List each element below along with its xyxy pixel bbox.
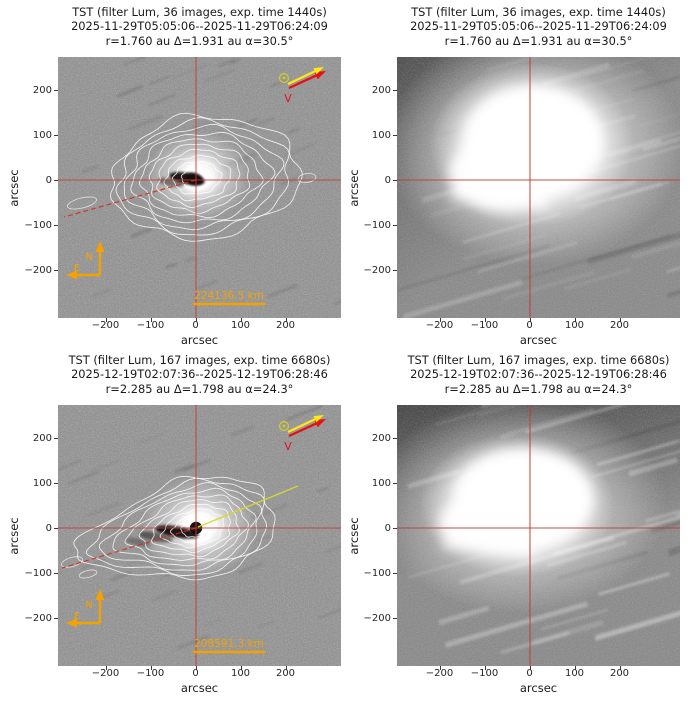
panel-top-right-plot — [397, 57, 680, 318]
scale-bar-label: 224136.5 km — [194, 290, 264, 302]
y-tick-labels: 200 100 0 −100 −200 — [345, 416, 391, 641]
x-tick-label: 100 — [230, 320, 251, 331]
x-tick-label: −100 — [136, 320, 165, 331]
compass-east-label: E — [74, 263, 80, 274]
y-tick-marks — [54, 438, 58, 620]
x-axis-label: arcsec — [180, 681, 219, 695]
y-tick-label: 0 — [45, 523, 52, 534]
x-tick-label: 200 — [275, 320, 296, 331]
panel-bottom-left-plot: N E 208591.3 km V — [58, 405, 341, 666]
x-tick-label: −100 — [470, 668, 499, 679]
y-tick-marks — [393, 90, 397, 272]
x-tick-labels: −200 −100 0 100 200 — [83, 320, 308, 331]
y-tick-label: 100 — [371, 478, 391, 489]
title-line: r=2.285 au Δ=1.798 au α=24.3° — [444, 381, 633, 396]
x-tick-labels: −200 −100 0 100 200 — [417, 320, 642, 331]
panel-bottom-right-plot — [397, 405, 680, 666]
y-axis-label: arcsec — [347, 169, 361, 207]
x-tick-label: −200 — [425, 320, 454, 331]
scale-bar-label: 208591.3 km — [194, 638, 264, 650]
y-tick-label: 200 — [32, 433, 52, 444]
compass-north-label: N — [85, 252, 92, 263]
y-tick-label: −200 — [24, 613, 52, 624]
x-tick-marks — [106, 318, 288, 322]
x-tick-marks — [440, 318, 622, 322]
y-tick-marks — [54, 90, 58, 272]
y-tick-label: −200 — [24, 265, 52, 276]
x-tick-label: 100 — [564, 320, 585, 331]
x-tick-label: 100 — [230, 668, 251, 679]
y-tick-label: 100 — [32, 478, 52, 489]
title-line: 2025-12-19T02:07:36--2025-12-19T06:28:46 — [410, 367, 667, 382]
x-axis-label: arcsec — [519, 681, 558, 695]
y-tick-label: 200 — [371, 85, 391, 96]
x-tick-marks — [440, 666, 622, 670]
title-line: 2025-11-29T05:05:06--2025-11-29T06:24:09 — [410, 19, 667, 34]
x-tick-labels: −200 −100 0 100 200 — [83, 668, 308, 679]
y-axis-label: arcsec — [7, 517, 21, 555]
x-tick-label: −100 — [136, 668, 165, 679]
sun-direction-icon — [279, 421, 290, 432]
y-tick-label: 200 — [32, 85, 52, 96]
x-tick-marks — [106, 666, 288, 670]
x-tick-label: 0 — [526, 668, 533, 679]
title-line: 2025-12-19T02:07:36--2025-12-19T06:28:46 — [71, 367, 328, 382]
y-tick-label: 0 — [45, 175, 52, 186]
x-tick-label: −200 — [91, 320, 120, 331]
y-tick-label: 0 — [384, 175, 391, 186]
title-line: TST (filter Lum, 167 images, exp. time 6… — [407, 353, 670, 367]
x-axis-label: arcsec — [519, 333, 558, 347]
y-tick-label: −200 — [363, 613, 391, 624]
title-line: r=1.760 au Δ=1.931 au α=30.5° — [444, 33, 633, 48]
x-tick-label: 200 — [609, 668, 630, 679]
y-tick-label: 0 — [384, 523, 391, 534]
panel-top-left-plot: N E 224136.5 km V — [58, 57, 341, 318]
velocity-vector-label: V — [284, 92, 292, 105]
y-axis-label: arcsec — [347, 517, 361, 555]
panel-title-bottom-right: TST (filter Lum, 167 images, exp. time 6… — [397, 353, 680, 396]
title-line: r=1.760 au Δ=1.931 au α=30.5° — [105, 33, 294, 48]
y-tick-labels: 200 100 0 −100 −200 — [6, 68, 52, 293]
compass-north-label: N — [85, 600, 92, 611]
x-tick-labels: −200 −100 0 100 200 — [417, 668, 642, 679]
x-tick-label: −200 — [91, 668, 120, 679]
x-tick-label: 200 — [609, 320, 630, 331]
y-tick-label: −100 — [24, 220, 52, 231]
y-tick-label: 100 — [32, 130, 52, 141]
y-tick-marks — [393, 438, 397, 620]
title-line: 2025-11-29T05:05:06--2025-11-29T06:24:09 — [71, 19, 328, 34]
y-tick-label: −100 — [363, 568, 391, 579]
x-tick-label: 100 — [564, 668, 585, 679]
x-tick-label: 0 — [192, 320, 199, 331]
y-tick-labels: 200 100 0 −100 −200 — [6, 416, 52, 641]
panel-title-bottom-left: TST (filter Lum, 167 images, exp. time 6… — [58, 353, 341, 396]
x-axis-label: arcsec — [180, 333, 219, 347]
y-tick-label: 200 — [371, 433, 391, 444]
panel-title-top-left: TST (filter Lum, 36 images, exp. time 14… — [58, 5, 341, 48]
velocity-vector-label: V — [284, 440, 292, 453]
x-tick-label: −200 — [425, 668, 454, 679]
title-line: TST (filter Lum, 36 images, exp. time 14… — [72, 5, 327, 19]
compass-east-label: E — [74, 611, 80, 622]
y-axis-label: arcsec — [7, 169, 21, 207]
y-tick-labels: 200 100 0 −100 −200 — [345, 68, 391, 293]
sun-direction-icon — [279, 73, 290, 84]
y-tick-label: 100 — [371, 130, 391, 141]
y-tick-label: −100 — [24, 568, 52, 579]
x-tick-label: 200 — [275, 668, 296, 679]
y-tick-label: −100 — [363, 220, 391, 231]
x-tick-label: 0 — [526, 320, 533, 331]
title-line: TST (filter Lum, 36 images, exp. time 14… — [411, 5, 666, 19]
x-tick-label: 0 — [192, 668, 199, 679]
panel-title-top-right: TST (filter Lum, 36 images, exp. time 14… — [397, 5, 680, 48]
title-line: TST (filter Lum, 167 images, exp. time 6… — [68, 353, 331, 367]
y-tick-label: −200 — [363, 265, 391, 276]
x-tick-label: −100 — [470, 320, 499, 331]
title-line: r=2.285 au Δ=1.798 au α=24.3° — [105, 381, 294, 396]
